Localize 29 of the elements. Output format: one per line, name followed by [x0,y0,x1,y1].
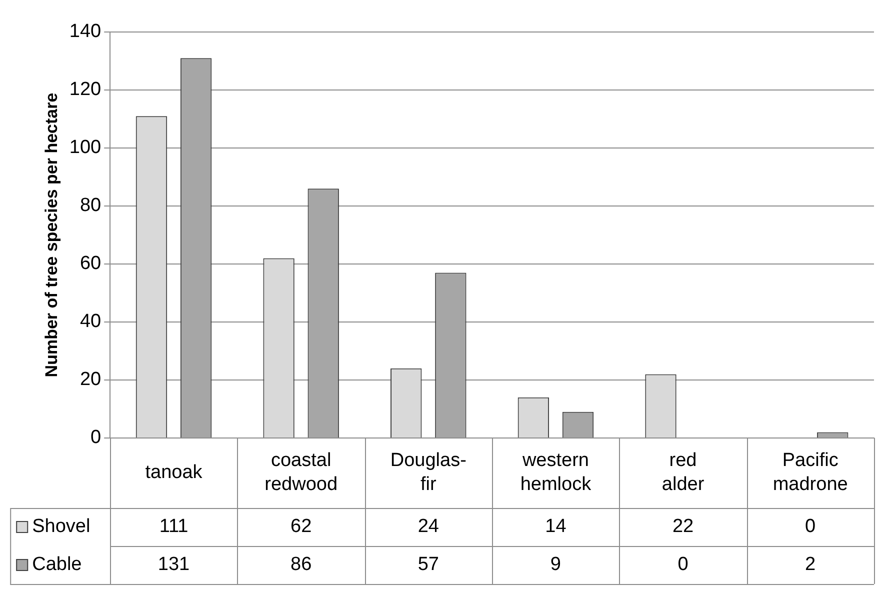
data-label: 131 [158,554,190,576]
x-tick-label: Pacific madrone [772,450,848,496]
data-label: 22 [672,516,694,538]
y-tick-label: 40 [80,311,102,332]
y-tick-label: 0 [90,427,102,448]
y-tick-label: 80 [80,195,102,216]
y-tick-label: 120 [69,79,102,100]
data-label: 2 [805,554,816,576]
legend-label: Cable [32,554,82,576]
data-label: 111 [159,516,188,538]
data-label: 57 [418,554,439,576]
data-label: 0 [805,516,816,538]
y-tick-label: 100 [69,137,102,158]
data-label: 62 [290,516,312,538]
y-tick-label: 60 [80,253,102,274]
data-label: 14 [545,516,567,538]
x-tick-label: Douglas-fir [390,450,466,496]
y-tick-label: 140 [69,21,102,42]
y-axis-title: Number of tree species per hectare [42,92,61,378]
y-tick-label: 20 [80,369,102,390]
data-label: 0 [678,554,688,576]
legend-label: Shovel [32,516,90,538]
data-label: 86 [290,554,312,576]
x-tick-label: coastal redwood [264,450,338,496]
x-tick-label: red alder [662,450,705,496]
x-tick-label: western hemlock [520,450,592,496]
data-label: 24 [418,516,440,538]
data-label: 9 [550,554,561,576]
x-tick-label: tanoak [145,462,203,484]
